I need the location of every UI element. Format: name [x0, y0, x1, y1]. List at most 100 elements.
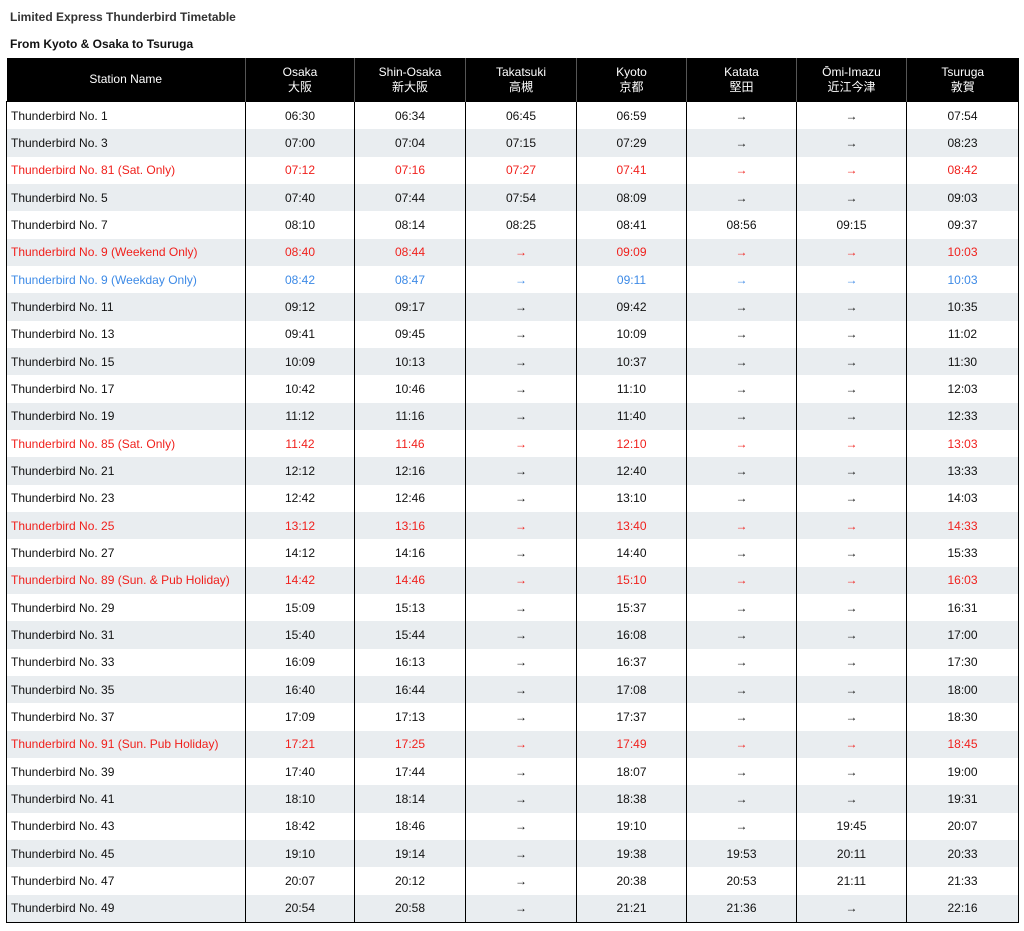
time-cell: →: [796, 675, 907, 704]
row: Thunderbird No. 1 06:30 06:34 06:45 06:59 → → 0…: [6, 101, 1019, 130]
time-cell: →: [796, 648, 907, 676]
time-cell: 14:40: [576, 539, 687, 567]
train-name: Thunderbird No. 35: [6, 675, 246, 704]
time-cell: →: [796, 265, 907, 294]
time-cell: 10:35: [906, 293, 1019, 321]
time-cell: 09:03: [906, 183, 1019, 212]
time-cell: 18:14: [354, 785, 466, 813]
row: Thunderbird No. 17 10:42 10:46 → 11:10 → → 12:0…: [6, 375, 1019, 403]
time-cell: 20:38: [576, 867, 687, 895]
time-cell: 16:09: [245, 648, 355, 676]
time-cell: 07:54: [465, 183, 577, 212]
time-cell: →: [686, 429, 797, 458]
time-cell: 19:00: [906, 757, 1019, 786]
row: Thunderbird No. 27 14:12 14:16 → 14:40 → → 15:3…: [6, 539, 1019, 567]
time-cell: 13:16: [354, 511, 466, 540]
time-cell: 12:12: [245, 457, 355, 485]
time-cell: 18:46: [354, 812, 466, 840]
row: Thunderbird No. 11 09:12 09:17 → 09:42 → → 10:3…: [6, 293, 1019, 321]
time-cell: 08:42: [245, 265, 355, 294]
time-cell: 10:03: [906, 265, 1019, 294]
header-en: Takatsuki: [495, 64, 547, 79]
row: Thunderbird No. 81 (Sat. Only) 07:12 07:16…: [6, 156, 1019, 184]
row: Thunderbird No. 33 16:09 16:13 → 16:37 → → 17:3…: [6, 648, 1019, 676]
train-name: Thunderbird No. 25: [6, 511, 246, 540]
header-en: Osaka: [282, 64, 318, 79]
time-cell: 14:16: [354, 539, 466, 567]
time-cell: 19:53: [686, 839, 797, 868]
time-cell: 20:58: [354, 894, 466, 923]
train-name: Thunderbird No. 81 (Sat. Only): [6, 156, 246, 184]
time-cell: 17:44: [354, 757, 466, 786]
header-cell: Tsuruga 敦賀: [906, 58, 1019, 102]
time-cell: 18:00: [906, 675, 1019, 704]
time-cell: 13:03: [906, 429, 1019, 458]
time-cell: 20:07: [245, 867, 355, 895]
time-cell: 19:10: [576, 812, 687, 840]
time-cell: 11:30: [906, 347, 1019, 376]
time-cell: →: [686, 484, 797, 512]
row: Thunderbird No. 23 12:42 12:46 → 13:10 → → 14:0…: [6, 484, 1019, 512]
time-cell: →: [686, 238, 797, 266]
header-ja: 近江今津: [827, 79, 876, 94]
time-cell: 16:37: [576, 648, 687, 676]
time-cell: →: [465, 347, 577, 376]
time-cell: 17:37: [576, 703, 687, 731]
header-cell: Osaka 大阪: [245, 58, 355, 102]
time-cell: 11:46: [354, 429, 466, 458]
header-cell: Katata 堅田: [686, 58, 797, 102]
row: Thunderbird No. 29 15:09 15:13 → 15:37 → → 16:3…: [6, 593, 1019, 622]
time-cell: →: [465, 238, 577, 266]
time-cell: 16:13: [354, 648, 466, 676]
time-cell: 19:14: [354, 839, 466, 868]
time-cell: →: [465, 593, 577, 622]
time-cell: 06:45: [465, 101, 577, 130]
time-cell: 09:11: [576, 265, 687, 294]
time-cell: 18:38: [576, 785, 687, 813]
train-name: Thunderbird No. 15: [6, 347, 246, 376]
time-cell: 15:33: [906, 539, 1019, 567]
train-name: Thunderbird No. 89 (Sun. & Pub Holiday): [6, 566, 246, 594]
header-ja: 敦賀: [950, 79, 975, 94]
row: Thunderbird No. 39 17:40 17:44 → 18:07 → → 19:0…: [6, 757, 1019, 786]
time-cell: 17:21: [245, 730, 355, 758]
train-name: Thunderbird No. 29: [6, 593, 246, 622]
time-cell: →: [686, 156, 797, 184]
header-cell: Takatsuki 高槻: [465, 58, 577, 102]
row: Thunderbird No. 21 12:12 12:16 → 12:40 → → 13:3…: [6, 457, 1019, 485]
time-cell: 12:40: [576, 457, 687, 485]
time-cell: 06:30: [245, 101, 355, 130]
time-cell: 08:44: [354, 238, 466, 266]
time-cell: →: [796, 238, 907, 266]
time-cell: →: [686, 703, 797, 731]
time-cell: →: [796, 621, 907, 649]
time-cell: →: [796, 402, 907, 430]
time-cell: 16:08: [576, 621, 687, 649]
train-name: Thunderbird No. 33: [6, 648, 246, 676]
row: Thunderbird No. 15 10:09 10:13 → 10:37 → → 11:3…: [6, 347, 1019, 376]
time-cell: →: [686, 375, 797, 403]
train-name: Thunderbird No. 9 (Weekend Only): [6, 238, 246, 266]
row: Thunderbird No. 31 15:40 15:44 → 16:08 → → 17:0…: [6, 621, 1019, 649]
time-cell: →: [465, 566, 577, 594]
time-cell: →: [465, 265, 577, 294]
time-cell: →: [465, 785, 577, 813]
time-cell: →: [796, 101, 907, 130]
time-cell: 11:16: [354, 402, 466, 430]
time-cell: 09:42: [576, 293, 687, 321]
time-cell: 08:40: [245, 238, 355, 266]
time-cell: →: [465, 703, 577, 731]
time-cell: 08:23: [906, 129, 1019, 157]
time-cell: →: [686, 265, 797, 294]
time-cell: 11:10: [576, 375, 687, 403]
time-cell: →: [686, 511, 797, 540]
time-cell: 07:04: [354, 129, 466, 157]
train-name: Thunderbird No. 17: [6, 375, 246, 403]
train-name: Thunderbird No. 7: [6, 211, 246, 239]
train-name: Thunderbird No. 11: [6, 293, 246, 321]
header-ja: 高槻: [508, 79, 533, 94]
time-cell: 20:53: [686, 867, 797, 895]
time-cell: 10:13: [354, 347, 466, 376]
time-cell: 12:46: [354, 484, 466, 512]
train-name: Thunderbird No. 9 (Weekday Only): [6, 265, 246, 294]
